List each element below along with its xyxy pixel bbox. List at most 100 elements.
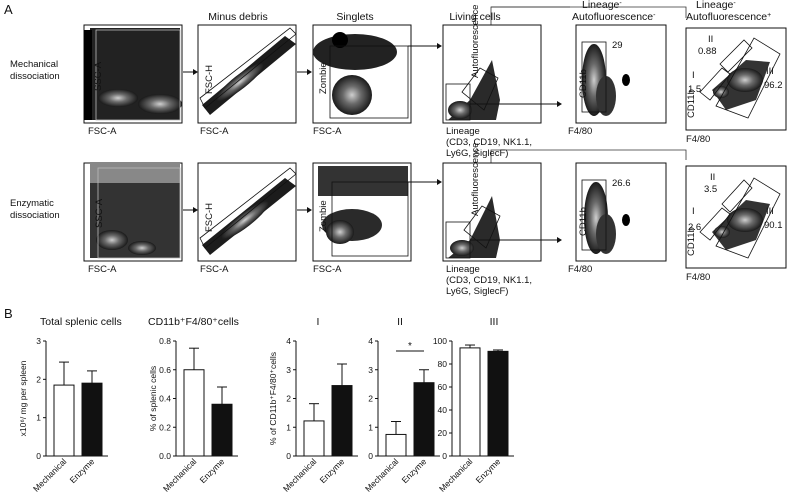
plot-enz-ssc-fsc: SSC-A FSC-A (83, 162, 183, 275)
axis-cd11b-4: CD11b (686, 227, 697, 256)
header-lin-neg-af-pos-line2: Autofluorescence (686, 11, 767, 23)
y-tick-label: 0.2 (159, 422, 171, 432)
header-living-cells: Living cells (449, 11, 500, 23)
bar-mechanical (53, 384, 75, 457)
y-axis-label: % of splenic cells (148, 366, 158, 431)
axis-f480-2: F4/80 (686, 134, 710, 145)
header-lin-neg-af-neg-line2: Autofluorescence (572, 11, 653, 23)
axis-fsc-a-1: FSC-A (88, 126, 117, 137)
y-tick-label: 1 (36, 413, 41, 423)
y-tick-label: 0 (36, 451, 41, 461)
bar-mechanical (459, 347, 481, 457)
axis-fsc-a-3: FSC-A (313, 126, 342, 137)
axis-lineage-2c: Ly6G, SiglecF) (446, 286, 508, 297)
y-tick-label: 20 (438, 428, 448, 438)
bar-enzyme (413, 382, 435, 457)
y-tick-label: 0 (286, 451, 291, 461)
category-label: Mechanical (161, 456, 199, 494)
connector-af-pos (491, 6, 687, 18)
plot-mech-cd11b-af-pos: II 0.88 I 1.5 III 96.2 CD11b F4/80 (685, 27, 787, 145)
category-label: Mechanical (281, 456, 319, 494)
bar-chart-4: II 0 1 2 3 4 Mechanical Enzyme * (363, 316, 440, 494)
sup-minus-1: - (619, 0, 622, 7)
svg-text:Lineage-: Lineage- (696, 0, 736, 11)
y-tick-label: 0.6 (159, 365, 171, 375)
bar-enzyme (211, 403, 233, 457)
header-minus-debris: Minus debris (208, 11, 268, 23)
panel-letter-a: A (4, 2, 13, 17)
plot-enz-cd11b-af-pos: II 3.5 I 2.6 III 90.1 CD11b F4/80 (685, 165, 787, 283)
axis-ssc-a-1: SSC-A (93, 61, 104, 91)
category-label: Enzyme (198, 456, 227, 485)
plot-enz-af-lineage: Autofluorescence Lineage (CD3, CD19, NK1… (442, 143, 542, 297)
sup-plus: + (767, 12, 771, 19)
bar-mechanical (385, 433, 407, 457)
bar-chart-title: CD11b⁺F4/80⁺cells (148, 316, 239, 328)
plot-mech-af-lineage: Autofluorescence Lineage (CD3, CD19, NK1… (442, 5, 542, 159)
category-label: Mechanical (437, 456, 475, 494)
y-tick-label: 1 (368, 422, 373, 432)
y-axis-label: x10⁶/ mg per spleen (18, 360, 28, 436)
axis-fsc-a-6: FSC-A (313, 264, 342, 275)
plot-mech-cd11b-af-neg: 29 CD11b F4/80 (568, 24, 667, 137)
bar-enzyme (81, 382, 103, 457)
axis-f480-3: F4/80 (568, 264, 592, 275)
category-label: Enzyme (318, 456, 347, 485)
category-label: Mechanical (363, 456, 401, 494)
axis-fsc-h-2: FSC-H (204, 203, 215, 232)
category-label: Mechanical (31, 456, 69, 494)
svg-text:Lineage-: Lineage- (582, 0, 622, 11)
axis-cd11b-2: CD11b (686, 89, 697, 118)
bar-charts: Total splenic cells 0 1 2 3 x10⁶/ mg per sple… (18, 316, 514, 494)
axis-f480-1: F4/80 (568, 126, 592, 137)
svg-text:Autofluorescence-: Autofluorescence- (572, 11, 656, 23)
y-tick-label: 2 (36, 374, 41, 384)
pop-mech-I-value: 1.5 (688, 84, 701, 95)
pop-mech-II-label: II (708, 34, 713, 45)
arrow-head-4 (557, 101, 562, 107)
gate-enz-cd11b: 26.6 (612, 178, 631, 189)
bar-chart-title: I (317, 316, 320, 328)
header-lin-neg-af-pos-line1: Lineage (696, 0, 734, 11)
panel-letter-b: B (4, 306, 13, 321)
y-tick-label: 3 (286, 365, 291, 375)
significance-star: * (408, 341, 412, 352)
category-label: Enzyme (474, 456, 503, 485)
bar-chart-2: CD11b⁺F4/80⁺cells 0.0 0.2 0.4 0.6 0.8 % of spl… (148, 316, 239, 494)
y-tick-label: 60 (438, 382, 448, 392)
header-lin-neg-af-neg: Lineage- Autofluorescence- (572, 0, 656, 23)
pop-enz-III-label: III (766, 206, 774, 217)
row-label-mechanical-2: dissociation (10, 71, 60, 82)
pop-enz-II-label: II (710, 172, 715, 183)
axis-zombie-1: Zombie (318, 62, 329, 94)
pop-mech-II-value: 0.88 (698, 46, 717, 57)
y-tick-label: 100 (433, 336, 447, 346)
arrow-head-5 (193, 207, 198, 213)
axis-fsc-a-4: FSC-A (88, 264, 117, 275)
bar-mechanical (183, 369, 205, 457)
bar-chart-title: III (490, 316, 499, 328)
plot-mech-ssc-fsc: SSC-A FSC-A (83, 24, 183, 137)
plot-mech-fsch-fsca: FSC-H FSC-A (197, 24, 297, 137)
y-tick-label: 0.0 (159, 451, 171, 461)
y-tick-label: 0.8 (159, 336, 171, 346)
bar-chart-title: II (397, 316, 403, 328)
bar-enzyme (487, 350, 509, 457)
svg-text:Autofluorescence+: Autofluorescence+ (686, 11, 771, 23)
y-tick-label: 4 (286, 336, 291, 346)
axis-fsc-h-1: FSC-H (204, 65, 215, 94)
axis-lineage-1a: Lineage (446, 126, 480, 137)
bar-chart-title: Total splenic cells (40, 316, 122, 328)
plot-enz-cd11b-af-neg: 26.6 CD11b F4/80 (568, 162, 667, 275)
arrow-head-1 (193, 69, 198, 75)
axis-lineage-2a: Lineage (446, 264, 480, 275)
pop-enz-I-label: I (692, 206, 695, 217)
axis-af-2: Autofluorescence (470, 143, 481, 216)
bar-enzyme (331, 385, 353, 457)
y-tick-label: 0 (442, 451, 447, 461)
y-tick-label: 0.4 (159, 394, 171, 404)
category-label: Enzyme (68, 456, 97, 485)
category-label: Enzyme (400, 456, 429, 485)
sup-minus-3: - (733, 0, 736, 7)
